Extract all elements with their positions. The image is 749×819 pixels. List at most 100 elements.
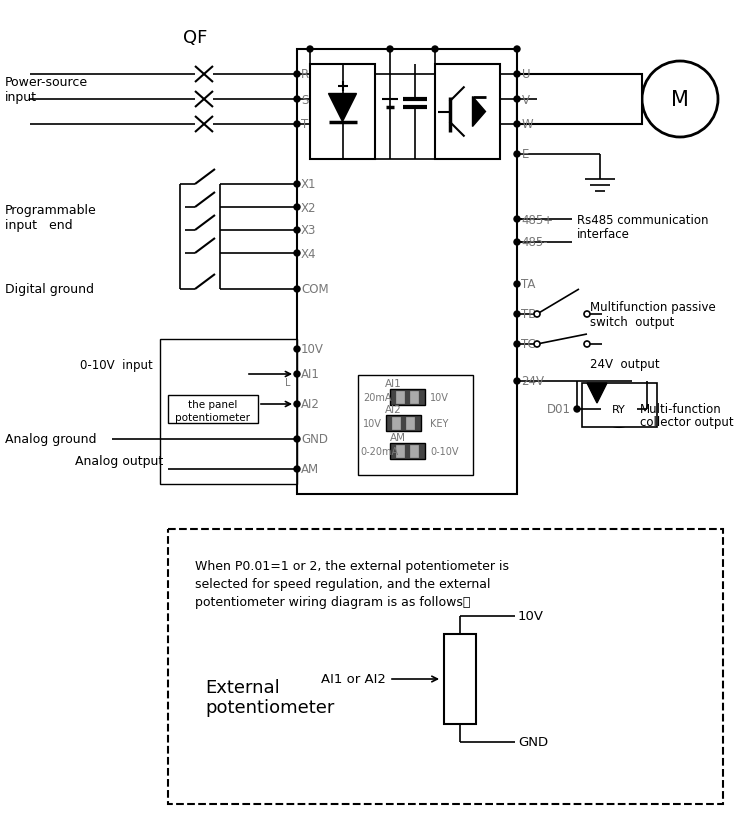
Circle shape <box>514 378 520 385</box>
Text: 485+: 485+ <box>521 213 553 226</box>
Circle shape <box>294 346 300 352</box>
Text: 10V: 10V <box>363 419 382 428</box>
Circle shape <box>294 228 300 233</box>
Text: X1: X1 <box>301 179 317 192</box>
Circle shape <box>307 47 313 53</box>
Text: 0-10V: 0-10V <box>430 446 458 456</box>
Text: 20mA: 20mA <box>363 392 392 402</box>
Text: 485-: 485- <box>521 236 548 249</box>
Text: KEY: KEY <box>430 419 449 428</box>
Text: Power-source
input: Power-source input <box>5 76 88 104</box>
Circle shape <box>514 72 520 78</box>
Text: 10V: 10V <box>301 343 324 356</box>
Text: AI2: AI2 <box>385 405 401 414</box>
Text: 10V: 10V <box>430 392 449 402</box>
Text: W: W <box>522 119 533 131</box>
Bar <box>358 376 473 475</box>
Text: 0-10V  input: 0-10V input <box>80 359 153 372</box>
Text: AM: AM <box>301 463 319 476</box>
Circle shape <box>514 240 520 246</box>
Text: potentiometer: potentiometer <box>205 698 334 716</box>
Text: GND: GND <box>301 433 328 446</box>
Circle shape <box>514 217 520 223</box>
Text: switch  output: switch output <box>590 316 674 329</box>
Circle shape <box>294 467 300 473</box>
Text: Multifunction passive: Multifunction passive <box>590 301 716 314</box>
Text: AI1: AI1 <box>301 368 320 381</box>
Bar <box>444 634 476 724</box>
Circle shape <box>514 311 520 318</box>
Circle shape <box>584 342 590 347</box>
Circle shape <box>294 205 300 210</box>
Circle shape <box>514 282 520 287</box>
Text: RY: RY <box>612 405 626 414</box>
Circle shape <box>514 342 520 347</box>
Text: Multi-function: Multi-function <box>640 403 722 416</box>
Bar <box>297 50 517 495</box>
Text: collector output: collector output <box>640 416 733 429</box>
Text: TA: TA <box>521 278 536 291</box>
Circle shape <box>294 122 300 128</box>
Text: U: U <box>522 69 530 81</box>
Text: T: T <box>301 119 309 131</box>
Circle shape <box>294 251 300 256</box>
Circle shape <box>534 342 540 347</box>
Text: AI1: AI1 <box>385 378 401 388</box>
Text: 10V: 10V <box>518 610 544 622</box>
Text: When P0.01=1 or 2, the external potentiometer is: When P0.01=1 or 2, the external potentio… <box>195 559 509 572</box>
Bar <box>168 396 258 423</box>
Circle shape <box>514 122 520 128</box>
Text: AI2: AI2 <box>301 398 320 411</box>
Text: selected for speed regulation, and the external: selected for speed regulation, and the e… <box>195 577 491 590</box>
Bar <box>390 390 425 405</box>
Circle shape <box>514 47 520 53</box>
Text: R: R <box>301 69 309 81</box>
Bar <box>410 446 418 458</box>
Text: Digital ground: Digital ground <box>5 283 94 296</box>
Text: M: M <box>671 90 689 110</box>
Text: potentiometer: potentiometer <box>175 413 250 423</box>
Circle shape <box>514 97 520 103</box>
Bar <box>168 529 723 804</box>
Circle shape <box>294 437 300 442</box>
Text: interface: interface <box>577 229 630 242</box>
Polygon shape <box>473 97 485 127</box>
Bar <box>160 340 297 484</box>
Bar <box>410 391 418 404</box>
Circle shape <box>387 47 393 53</box>
Circle shape <box>514 152 520 158</box>
Circle shape <box>294 372 300 378</box>
Bar <box>406 418 414 429</box>
Text: Analog output: Analog output <box>75 455 163 468</box>
Text: S: S <box>301 93 309 106</box>
Circle shape <box>642 62 718 138</box>
Text: QF: QF <box>183 29 207 47</box>
Bar <box>390 443 425 459</box>
Circle shape <box>584 311 590 318</box>
Bar <box>396 391 404 404</box>
Text: COM: COM <box>301 283 329 296</box>
Text: Analog ground: Analog ground <box>5 433 97 446</box>
Text: L: L <box>285 378 291 387</box>
Text: 24V  output: 24V output <box>590 358 660 371</box>
Polygon shape <box>587 383 607 404</box>
Text: X2: X2 <box>301 201 317 215</box>
Bar <box>435 65 500 160</box>
Text: D01: D01 <box>547 403 571 416</box>
Bar <box>582 383 657 428</box>
Text: TC: TC <box>521 338 536 351</box>
Text: AM: AM <box>390 432 406 442</box>
Circle shape <box>294 72 300 78</box>
Text: 24V: 24V <box>521 375 544 388</box>
Text: X4: X4 <box>301 247 317 260</box>
Circle shape <box>294 182 300 188</box>
Polygon shape <box>329 94 357 122</box>
Circle shape <box>601 391 637 428</box>
Circle shape <box>432 47 438 53</box>
Text: potentiometer wiring diagram is as follows：: potentiometer wiring diagram is as follo… <box>195 595 470 609</box>
Text: GND: GND <box>518 735 548 749</box>
Text: E: E <box>522 148 530 161</box>
Text: TB: TB <box>521 308 536 321</box>
Circle shape <box>294 401 300 408</box>
Text: Rs485 communication: Rs485 communication <box>577 213 709 226</box>
